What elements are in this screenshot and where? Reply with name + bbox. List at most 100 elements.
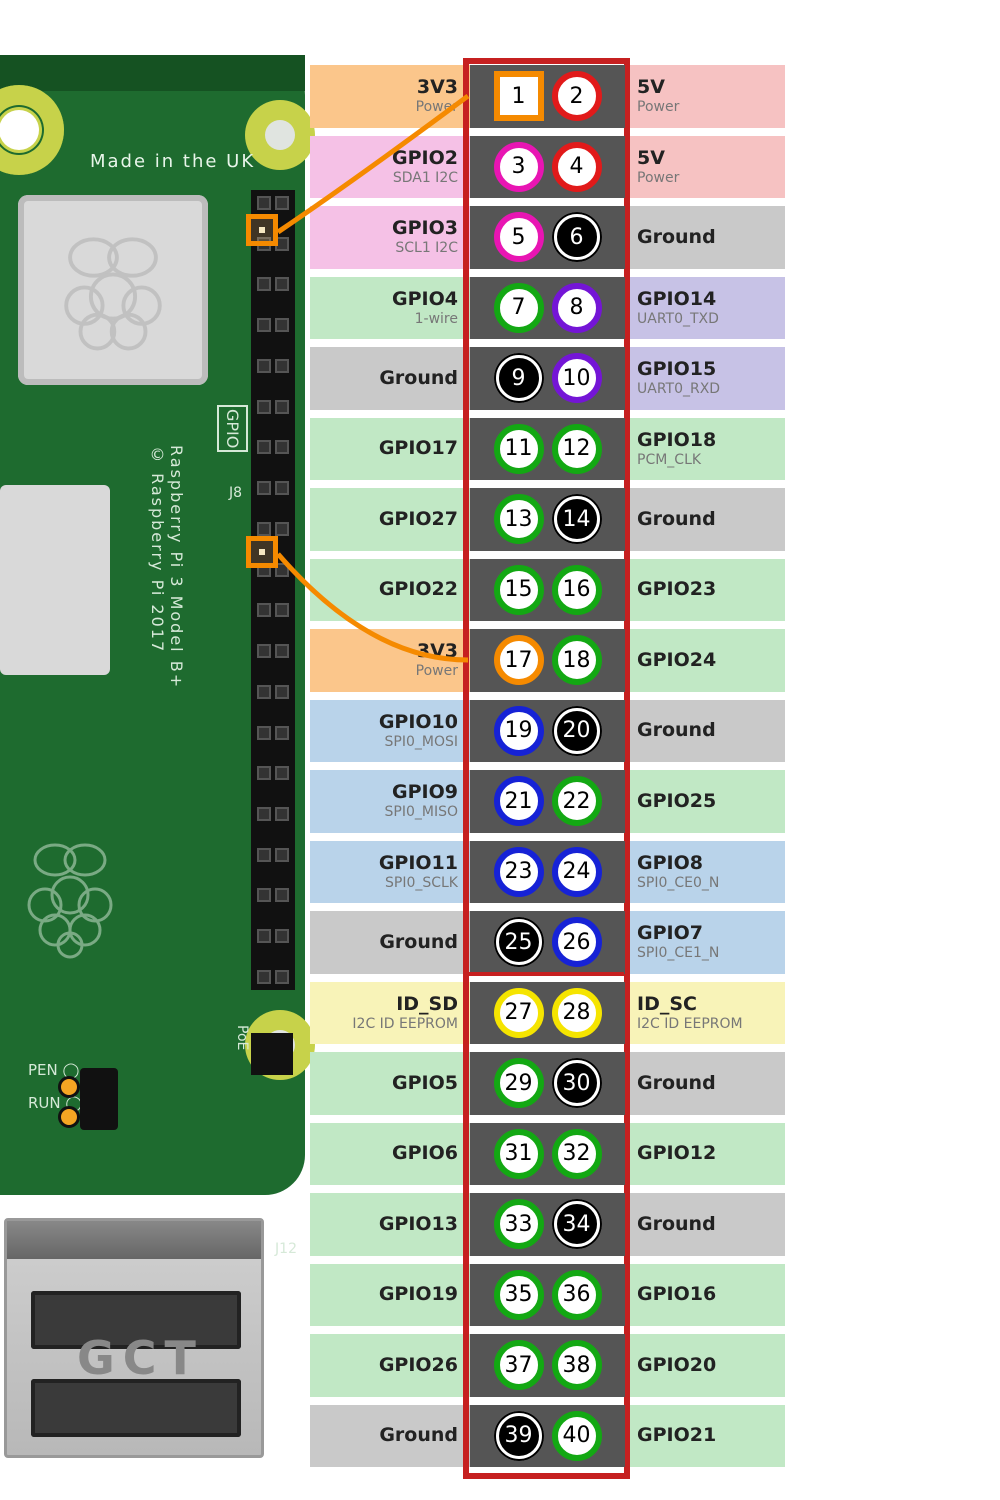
- pin-31-circle: 31: [494, 1129, 544, 1179]
- pin-row-9-header: 1718: [470, 629, 625, 692]
- pin-21-label: GPIO9 SPI0_MISO: [310, 770, 470, 833]
- pin-34-circle: 34: [552, 1199, 602, 1249]
- pin-1-circle: 1: [494, 71, 544, 121]
- pin-11-title: GPIO17: [379, 438, 458, 459]
- pin-8-label: GPIO14 UART0_TXD: [625, 277, 785, 340]
- soc-shield: [18, 195, 208, 385]
- pin-row-10-header: 1920: [470, 700, 625, 763]
- pin-10-subtitle: UART0_RXD: [637, 382, 720, 397]
- pin-row-12: GPIO11SPI0_SCLK2324GPIO8SPI0_CE0_N: [310, 841, 980, 904]
- pin-20-circle: 20: [552, 706, 602, 756]
- pin-20-label: Ground: [625, 700, 785, 763]
- pin-row-7: GPIO271314Ground: [310, 488, 980, 551]
- pin-26-subtitle: SPI0_CE1_N: [637, 946, 719, 961]
- pin-29-title: GPIO5: [392, 1073, 458, 1094]
- pin-13-circle: 13: [494, 494, 544, 544]
- pin-2-title: 5V: [637, 77, 665, 98]
- pin-14-label: Ground: [625, 488, 785, 551]
- pin-row-6-header: 1112: [470, 418, 625, 481]
- pin-17-circle: 17: [494, 635, 544, 685]
- pin-33-label: GPIO13: [310, 1193, 470, 1256]
- pin-7-label: GPIO41-wire: [310, 277, 470, 340]
- pin-35-title: GPIO19: [379, 1284, 458, 1305]
- pin-row-19: GPIO26 3738 GPIO20: [310, 1334, 980, 1397]
- pin-row-16: GPIO63132GPIO12: [310, 1123, 980, 1186]
- pin-13-label: GPIO27: [310, 488, 470, 551]
- pin-37-label: GPIO26: [310, 1334, 470, 1397]
- pin-37-title: GPIO26: [379, 1355, 458, 1376]
- pin-5-circle: 5: [494, 212, 544, 262]
- pin-24-title: GPIO8: [637, 853, 703, 874]
- pin-row-13-header: 2526: [470, 911, 625, 974]
- pin-37-circle: 37: [494, 1340, 544, 1390]
- pin-36-title: GPIO16: [637, 1284, 716, 1305]
- gpio-pinout-table: 3V3Power125VPowerGPIO2SDA1 I2C345VPowerG…: [310, 65, 980, 1475]
- pin-27-label: ID_SD I2C ID EEPROM: [310, 982, 470, 1045]
- pin-25-title: Ground: [379, 932, 458, 953]
- pin-row-17-header: 3334: [470, 1193, 625, 1256]
- pin-4-circle: 4: [552, 142, 602, 192]
- pin-23-circle: 23: [494, 847, 544, 897]
- pin-27-title: ID_SD: [396, 994, 458, 1015]
- pin-21-circle: 21: [494, 776, 544, 826]
- copyright-label: Raspberry Pi 3 Model B+ © Raspberry Pi 2…: [148, 445, 186, 689]
- pin-32-label: GPIO12: [625, 1123, 785, 1186]
- pin-20-title: Ground: [637, 720, 716, 741]
- pin-9-label: Ground: [310, 347, 470, 410]
- pin-29-label: GPIO5: [310, 1052, 470, 1115]
- pin-row-17: GPIO133334Ground: [310, 1193, 980, 1256]
- pin-17-subtitle: Power: [416, 664, 458, 679]
- pin-6-title: Ground: [637, 227, 716, 248]
- pin-row-15: GPIO52930Ground: [310, 1052, 980, 1115]
- pin-8-subtitle: UART0_TXD: [637, 312, 719, 327]
- pin-row-12-header: 2324: [470, 841, 625, 904]
- pin-38-title: GPIO20: [637, 1355, 716, 1376]
- pin-row-14: ID_SDI2C ID EEPROM2728ID_SCI2C ID EEPROM: [310, 982, 980, 1045]
- pin-28-circle: 28: [552, 988, 602, 1038]
- pin-14-title: Ground: [637, 509, 716, 530]
- pin-7-circle: 7: [494, 283, 544, 333]
- pin-29-circle: 29: [494, 1058, 544, 1108]
- pin-21-subtitle: SPI0_MISO: [385, 805, 458, 820]
- pin-10-title: GPIO15: [637, 359, 716, 380]
- pin-row-19-header: 3738: [470, 1334, 625, 1397]
- raspberry-logo: [20, 840, 120, 960]
- pin-39-circle: 39: [494, 1411, 544, 1461]
- pin-5-subtitle: SCL1 I2C: [395, 241, 458, 256]
- pin-row-14-header: 2728: [470, 982, 625, 1045]
- pin-12-title: GPIO18: [637, 430, 716, 451]
- 3v3-marker: [246, 536, 278, 568]
- pin-7-subtitle: 1-wire: [415, 312, 458, 327]
- j12-label: J12: [275, 1241, 297, 1257]
- pin-13-title: GPIO27: [379, 509, 458, 530]
- pin-27-subtitle: I2C ID EEPROM: [352, 1017, 458, 1032]
- pin-26-circle: 26: [552, 917, 602, 967]
- pin-row-20-header: 3940: [470, 1405, 625, 1468]
- pin-31-label: GPIO6: [310, 1123, 470, 1186]
- pin-40-title: GPIO21: [637, 1425, 716, 1446]
- pin-row-16-header: 3132: [470, 1123, 625, 1186]
- pin-19-subtitle: SPI0_MOSI: [385, 735, 458, 750]
- pin-21-title: GPIO9: [392, 782, 458, 803]
- pin-16-circle: 16: [552, 565, 602, 615]
- pin-24-label: GPIO8 SPI0_CE0_N: [625, 841, 785, 904]
- pin-22-title: GPIO25: [637, 791, 716, 812]
- pin-24-subtitle: SPI0_CE0_N: [637, 876, 719, 891]
- poe-label: PoE: [234, 1025, 250, 1050]
- pin-11-label: GPIO17: [310, 418, 470, 481]
- pin-39-label: Ground: [310, 1405, 470, 1468]
- pin-35-label: GPIO19: [310, 1264, 470, 1327]
- pin-10-circle: 10: [552, 353, 602, 403]
- pin-9-title: Ground: [379, 368, 458, 389]
- pin-row-18: GPIO193536GPIO16: [310, 1264, 980, 1327]
- pin-33-circle: 33: [494, 1199, 544, 1249]
- callout-line-1: [273, 91, 473, 237]
- pin-18-circle: 18: [552, 635, 602, 685]
- pin-30-circle: 30: [552, 1058, 602, 1108]
- pin-35-circle: 35: [494, 1270, 544, 1320]
- pin-4-subtitle: Power: [637, 171, 679, 186]
- pin1-marker: [246, 214, 278, 246]
- pin-8-title: GPIO14: [637, 289, 716, 310]
- pin-39-title: Ground: [379, 1425, 458, 1446]
- pin-26-label: GPIO7SPI0_CE1_N: [625, 911, 785, 974]
